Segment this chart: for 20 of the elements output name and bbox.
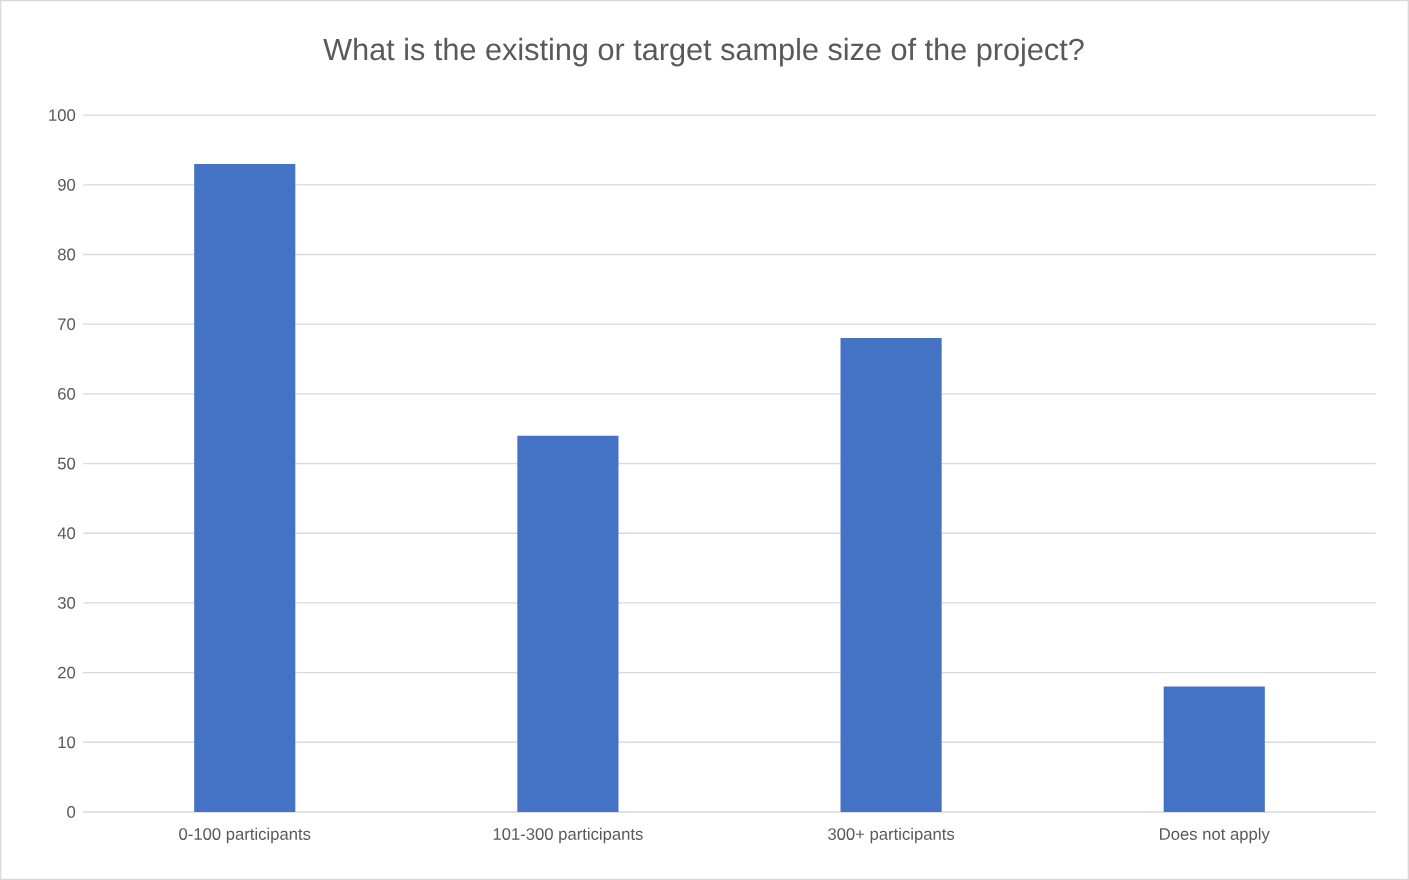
y-tick-label: 90 bbox=[58, 178, 76, 191]
bar bbox=[517, 435, 619, 812]
x-tick-label: 101-300 participants bbox=[493, 827, 643, 844]
y-tick-label: 80 bbox=[57, 248, 76, 261]
y-tick-label: 40 bbox=[57, 527, 76, 540]
x-tick-label: Does not apply bbox=[1160, 827, 1270, 844]
y-tick-label: 0 bbox=[67, 806, 76, 818]
x-tick-label: 300+ participants bbox=[828, 827, 955, 844]
y-tick-label: 20 bbox=[58, 666, 76, 679]
y-tick-label: 100 bbox=[49, 109, 76, 121]
y-tick-label: 60 bbox=[58, 387, 76, 400]
y-tick-label: 70 bbox=[58, 318, 76, 331]
y-tick-label: 30 bbox=[57, 596, 76, 609]
bar bbox=[840, 338, 942, 812]
chart-title: What is the existing or target sample size of the project? bbox=[323, 37, 1084, 67]
bar bbox=[194, 163, 296, 812]
y-tick-label: 50 bbox=[57, 457, 76, 470]
x-tick-label: 0-100 participants bbox=[179, 827, 311, 844]
y-tick-label: 10 bbox=[58, 736, 76, 749]
bar bbox=[1163, 686, 1265, 812]
